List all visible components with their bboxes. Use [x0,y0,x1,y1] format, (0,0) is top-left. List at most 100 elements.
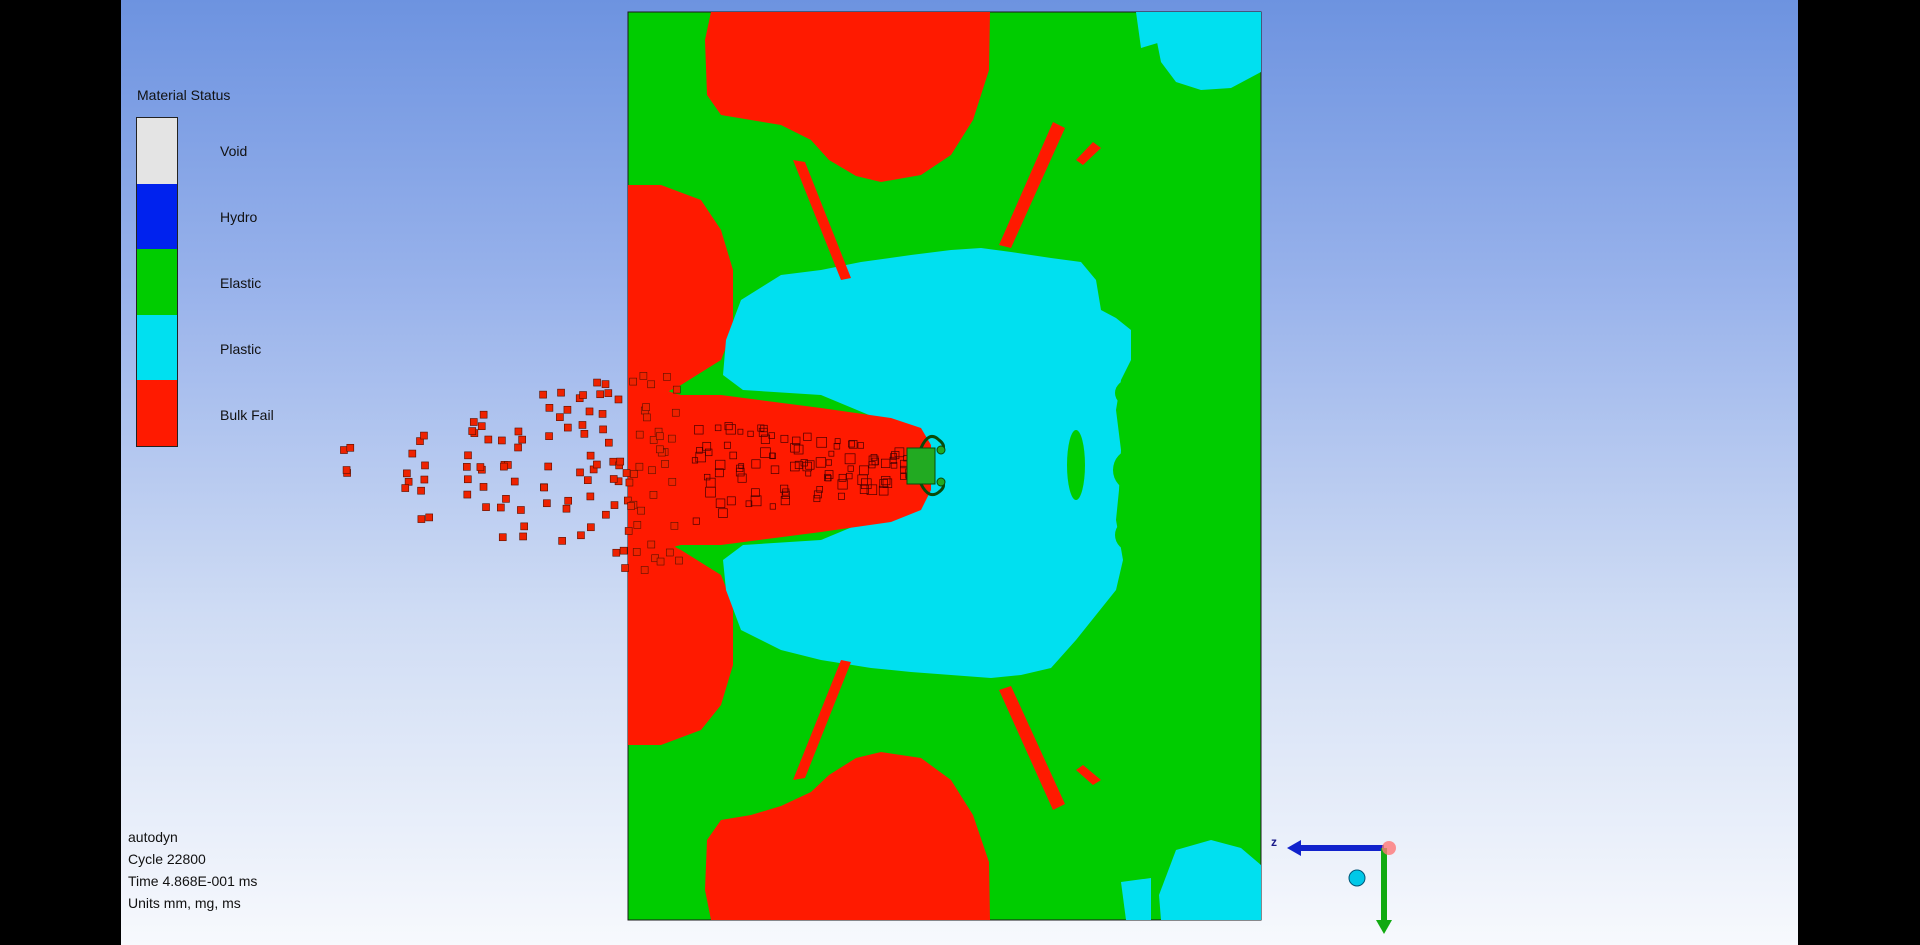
debris-particle [519,532,527,541]
channel-cell [768,432,775,439]
debris-particle [500,462,508,471]
debris-particle [497,503,505,512]
legend-swatch-plastic [137,314,177,381]
channel-cell [870,454,878,461]
channel-cell [891,451,900,460]
channel-cell [751,488,760,497]
debris-particle [632,548,641,556]
channel-cell [882,478,893,488]
debris-particle [417,515,426,523]
channel-cell [792,436,801,445]
debris-particle [408,449,417,458]
debris-particle [639,372,648,380]
channel-cell [859,484,869,494]
channel-cell [866,484,878,495]
shear-band [793,660,851,780]
debris-particle [464,451,472,460]
axis-triad [1287,840,1396,934]
legend-swatch-void [137,118,177,184]
simulation-plot [340,11,1396,934]
debris-particle [665,548,674,557]
projectile [906,434,946,497]
debris-particle [340,446,348,454]
debris-particle [629,377,637,386]
z-axis-label: z [1271,835,1277,849]
debris-particle [544,462,553,471]
debris-particle [417,486,425,495]
legend-label-elastic: Elastic [220,275,262,291]
plastic-patch-bottom-right-2 [1121,878,1151,920]
channel-cell [692,517,700,525]
channel-cell [813,490,822,499]
channel-cell [737,428,744,435]
debris-particle [602,510,610,519]
channel-cell [718,508,728,518]
channel-cell [760,434,771,444]
fail-region-bottom [705,752,990,920]
plastic-patch-bottom-right [1159,840,1261,920]
channel-cell [691,457,699,464]
debris-particle [624,527,633,535]
debris-particle [635,462,644,471]
debris-particle [635,430,644,439]
channel-cell [816,486,823,493]
debris-particle [517,506,525,514]
channel-cell [846,472,853,480]
channel-cell [890,462,898,469]
debris-particle [619,546,628,555]
channel-cell [714,424,722,432]
debris-particle [518,435,526,444]
legend-label-hydro: Hydro [220,209,258,225]
debris-particle [556,413,564,421]
debris-particle [463,490,472,499]
channel-cell [881,475,891,486]
debris-particle [609,475,618,483]
legend-title: Material Status [137,87,231,103]
debris-particle [661,460,669,468]
channel-cell [694,425,704,435]
debris-particle [543,499,551,508]
shear-band [1076,765,1101,785]
debris-particle [404,477,413,486]
cycle-label: Cycle 22800 [128,851,206,867]
debris-particle [598,410,607,418]
debris-particle [540,483,548,492]
debris-particle [616,457,625,466]
channel-cell [715,459,726,470]
elastic-island [1115,519,1147,551]
channel-cell [729,451,737,460]
simulation-viewport[interactable]: Material Status Void Hydro Elastic Plast… [121,0,1798,945]
debris-particle [464,475,472,484]
channel-cell [871,457,879,466]
elastic-island [1113,450,1149,490]
channel-cell [825,459,832,466]
channel-cell [714,468,724,478]
debris-particle [593,460,601,469]
channel-cell [813,495,821,503]
channel-cell [844,453,856,465]
shear-band [1076,142,1101,165]
debris-particle [587,523,595,532]
debris-particle [514,427,523,436]
channel-cell [816,437,827,448]
debris-particle [425,513,433,522]
channel-cell [857,442,864,449]
debris-particle [604,389,613,397]
debris-particle [663,373,671,381]
channel-cell [834,438,841,445]
debris-particle [630,470,638,478]
debris-particle [605,438,613,447]
channel-cell [723,441,731,449]
channel-cell [848,440,858,449]
elastic-island [1115,379,1147,407]
debris-particle [656,445,664,454]
debris-particle [477,422,486,430]
debris-particle [668,434,676,443]
debris-particle [469,418,478,426]
debris-particle [564,496,572,505]
debris-particle [671,408,680,417]
channel-cell [828,450,835,457]
channel-cell [696,447,703,454]
debris-particle [584,476,592,484]
debris-particle [612,548,621,557]
